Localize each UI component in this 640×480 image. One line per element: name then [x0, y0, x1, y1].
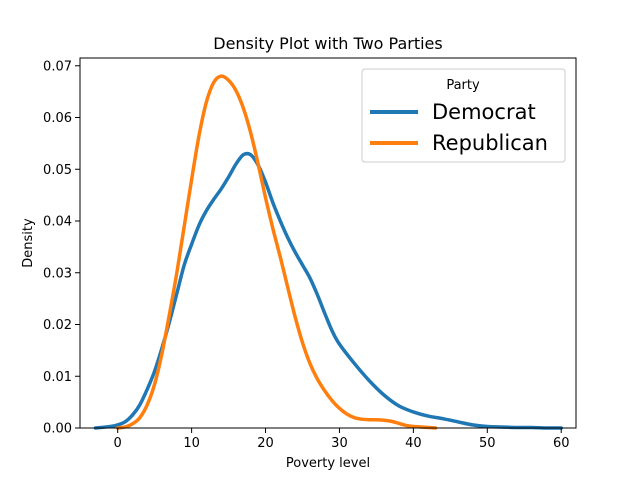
x-tick-label: 20	[257, 436, 274, 451]
x-tick-label: 50	[479, 436, 496, 451]
y-tick-label: 0.03	[43, 266, 72, 281]
x-tick-label: 60	[553, 436, 570, 451]
chart-title: Density Plot with Two Parties	[213, 34, 442, 53]
legend-label-democrat: Democrat	[432, 100, 536, 124]
legend-box	[361, 68, 566, 163]
legend: Party Democrat Republican	[361, 68, 566, 163]
y-tick-label: 0.04	[43, 215, 72, 230]
series-line-republican	[115, 74, 438, 430]
y-tick-label: 0.00	[43, 422, 72, 437]
y-tick-label: 0.01	[43, 370, 72, 385]
legend-title: Party	[446, 78, 480, 93]
x-axis-label: Poverty level	[286, 456, 370, 471]
y-tick-label: 0.02	[43, 318, 72, 333]
legend-label-republican: Republican	[432, 131, 548, 155]
y-tick-label: 0.07	[43, 59, 72, 74]
y-tick-label: 0.05	[43, 163, 72, 178]
y-axis-label: Density	[21, 218, 36, 268]
plot-frame	[79, 57, 577, 429]
x-tick-label: 30	[331, 436, 348, 451]
y-tick-label: 0.06	[43, 111, 72, 126]
x-tick-label: 10	[183, 436, 200, 451]
x-tick-label: 40	[405, 436, 422, 451]
x-tick-label: 0	[114, 436, 122, 451]
